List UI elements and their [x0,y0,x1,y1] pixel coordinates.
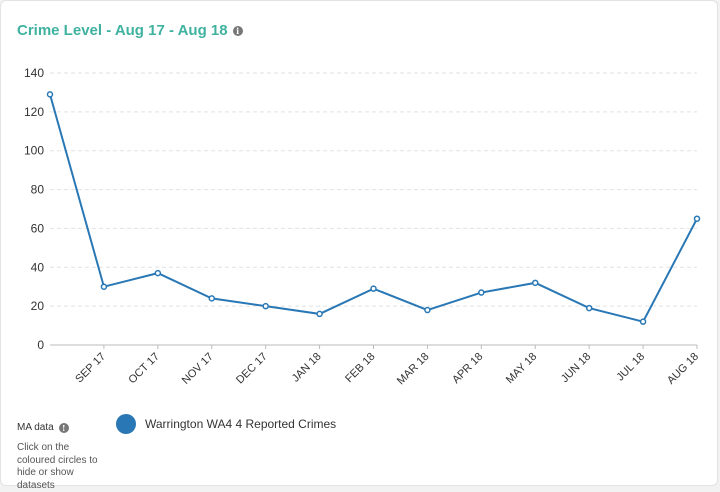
ma-info-icon[interactable]: ! [58,422,69,433]
data-point [154,269,162,277]
data-point [100,283,108,290]
chart-title-text: Crime Level - Aug 17 - Aug 18 [17,22,228,39]
data-point [370,285,377,292]
legend-toggle-circle[interactable] [116,414,136,434]
legend-item[interactable]: Warrington WA4 4 Reported Crimes [116,414,336,434]
data-point [316,310,323,318]
data-point [424,306,431,314]
ma-note: Click on the coloured circles to hide or… [17,442,98,491]
y-tick-label: 100 [24,144,44,158]
y-tick-label: 80 [31,183,45,197]
y-tick-label: 120 [24,105,44,119]
x-tick-label: OCT 17 [126,351,162,387]
x-tick-label: AUG 18 [665,351,701,387]
x-tick-label: JUN 18 [559,351,593,385]
x-tick-label: MAY 18 [504,351,539,386]
legend-label: Warrington WA4 4 Reported Crimes [145,417,337,431]
chart-title: Crime Level - Aug 17 - Aug 18 i [17,22,243,39]
x-tick-label: FEB 18 [343,351,377,385]
ma-data-text: MA data [17,422,54,433]
y-tick-label: 20 [31,299,45,313]
info-icon[interactable]: i [232,25,243,36]
data-point [639,318,647,325]
y-tick-label: 60 [31,221,45,235]
ma-data-label: MA data ! [17,422,69,433]
x-tick-label: NOV 17 [180,351,216,387]
x-tick-label: MAR 18 [395,351,432,388]
line-chart: 0 20 40 60 80 100 120 140 SEP 17 OCT 17 NOV 17 DEC … [24,66,701,388]
data-point [693,215,701,222]
data-point [208,295,215,302]
x-tick-label: SEP 17 [73,351,108,386]
data-point [532,279,539,287]
y-tick-label: 40 [31,260,45,274]
x-tick-label: APR 18 [450,351,485,386]
x-tick-label: DEC 17 [234,351,270,387]
data-point [262,302,269,310]
data-point [478,289,485,296]
data-point [46,91,54,98]
x-tick-label: JAN 18 [290,351,324,385]
data-point [585,304,593,312]
y-tick-label: 140 [24,66,44,80]
x-tick-label: JUL 18 [614,351,647,384]
y-tick-label: 0 [37,338,44,352]
